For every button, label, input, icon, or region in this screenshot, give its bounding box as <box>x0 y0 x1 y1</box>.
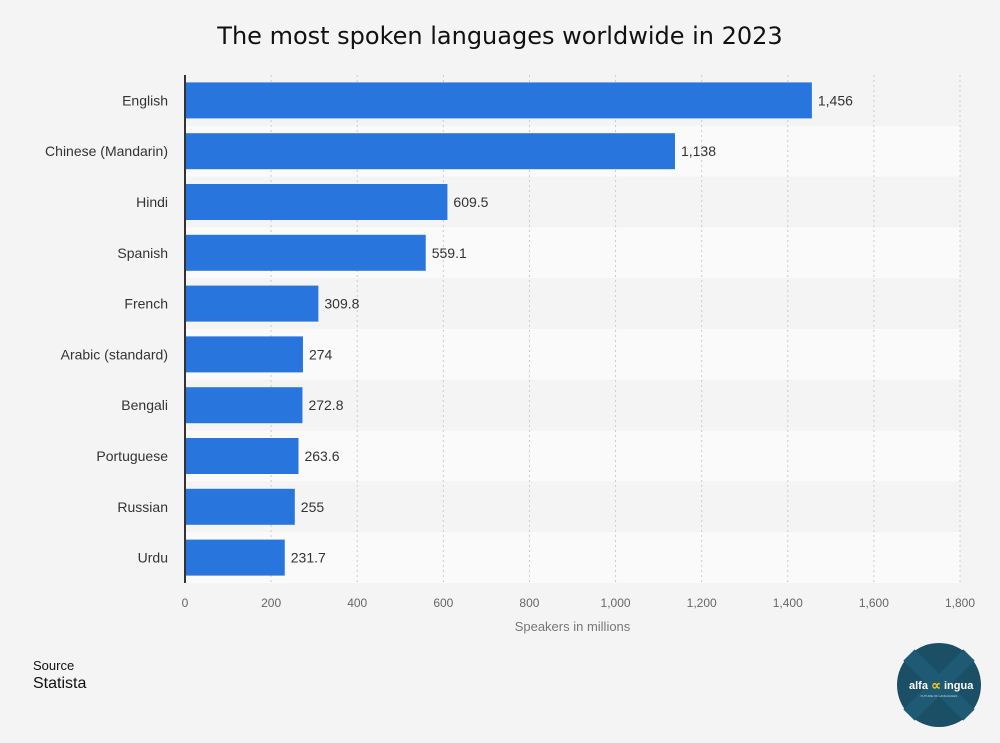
x-tick-label: 1,800 <box>945 596 975 610</box>
x-tick-label: 800 <box>519 596 539 610</box>
value-label: 559.1 <box>432 245 467 261</box>
category-label: English <box>122 92 168 108</box>
row-band <box>185 329 960 380</box>
category-label: Russian <box>117 499 168 515</box>
source-value: Statista <box>33 675 87 692</box>
svg-text:FUTURE OF LANGUAGES: FUTURE OF LANGUAGES <box>921 694 958 698</box>
chart-title: The most spoken languages worldwide in 2… <box>217 22 783 50</box>
value-label: 1,456 <box>818 92 853 108</box>
x-tick-label: 1,000 <box>601 596 631 610</box>
x-tick-label: 200 <box>261 596 281 610</box>
category-label: Bengali <box>121 397 168 413</box>
category-label: Chinese (Mandarin) <box>45 143 168 159</box>
bar-5 <box>185 336 303 373</box>
bar-4 <box>185 285 319 322</box>
bar-8 <box>185 488 295 525</box>
category-label: French <box>124 296 168 312</box>
bar-chart: English 1,456 Chinese (Mandarin) 1,138 Hindi… <box>45 75 975 634</box>
bar-6 <box>185 387 303 424</box>
category-label: Arabic (standard) <box>61 346 168 362</box>
svg-text:alfa: alfa <box>909 680 929 692</box>
category-label: Urdu <box>138 550 168 566</box>
bar-0 <box>185 82 812 119</box>
alfa-lingua-logo: alfa ∝ ingua FUTURE OF LANGUAGES <box>897 643 981 727</box>
x-tick-label: 1,200 <box>687 596 717 610</box>
x-axis-label: Speakers in millions <box>515 619 631 634</box>
svg-text:∝: ∝ <box>931 677 941 693</box>
svg-text:ingua: ingua <box>944 680 974 692</box>
bar-3 <box>185 234 426 271</box>
row-band <box>185 379 960 431</box>
value-label: 609.5 <box>453 194 488 210</box>
category-label: Spanish <box>117 245 168 261</box>
value-label: 272.8 <box>308 397 343 413</box>
bar-9 <box>185 539 285 576</box>
x-tick-label: 1,400 <box>773 596 803 610</box>
value-label: 231.7 <box>291 550 326 566</box>
bar-7 <box>185 438 299 474</box>
row-band <box>185 532 960 583</box>
source-label: Source <box>33 658 75 673</box>
row-band <box>185 430 960 482</box>
row-band <box>185 481 960 533</box>
value-label: 263.6 <box>304 448 339 464</box>
value-label: 309.8 <box>324 296 359 312</box>
x-tick-label: 0 <box>182 596 189 610</box>
x-tick-label: 400 <box>347 596 367 610</box>
category-label: Hindi <box>136 194 168 210</box>
x-tick-label: 600 <box>433 596 453 610</box>
bar-1 <box>185 133 675 170</box>
value-label: 1,138 <box>681 143 716 159</box>
category-label: Portuguese <box>96 448 168 464</box>
value-label: 255 <box>301 499 325 515</box>
bar-2 <box>185 184 448 220</box>
x-tick-label: 1,600 <box>859 596 889 610</box>
value-label: 274 <box>309 346 333 362</box>
